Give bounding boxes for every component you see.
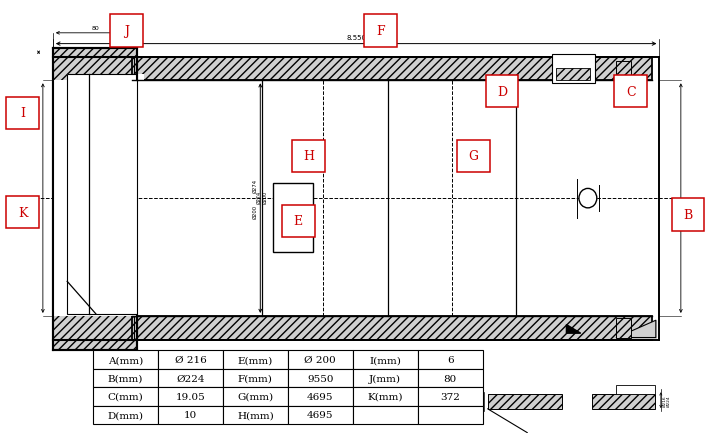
Bar xyxy=(223,406,288,424)
Bar xyxy=(288,387,353,406)
Bar xyxy=(223,351,288,369)
Bar xyxy=(485,76,518,108)
Polygon shape xyxy=(617,320,656,338)
Text: K: K xyxy=(18,206,27,219)
Bar xyxy=(158,369,223,387)
Bar xyxy=(93,369,158,387)
Bar xyxy=(158,406,223,424)
Bar xyxy=(418,369,482,387)
Text: Ø200: Ø200 xyxy=(253,204,258,219)
Text: 9550: 9550 xyxy=(307,374,334,383)
Text: G: G xyxy=(468,150,478,163)
Text: Ø216
Ø224: Ø216 Ø224 xyxy=(662,395,671,406)
Bar xyxy=(353,387,418,406)
Text: B: B xyxy=(684,208,693,221)
Text: 372: 372 xyxy=(34,194,39,204)
Text: F(mm): F(mm) xyxy=(238,374,273,383)
Bar xyxy=(592,394,655,409)
Text: E: E xyxy=(294,215,303,228)
Bar xyxy=(288,406,353,424)
Text: 10: 10 xyxy=(184,410,197,419)
Text: 6: 6 xyxy=(447,355,454,364)
Bar xyxy=(158,387,223,406)
Bar xyxy=(273,184,312,253)
Bar xyxy=(617,318,631,338)
Text: Ø274
Ø200: Ø274 Ø200 xyxy=(257,190,268,203)
Bar xyxy=(288,351,353,369)
Text: 80: 80 xyxy=(91,26,99,31)
Bar xyxy=(418,387,482,406)
Bar xyxy=(292,141,325,173)
Text: D: D xyxy=(497,85,507,99)
Text: H: H xyxy=(304,150,314,163)
Text: I: I xyxy=(20,107,25,120)
Bar xyxy=(281,205,314,237)
Text: D(mm): D(mm) xyxy=(108,410,144,419)
Bar xyxy=(6,197,39,229)
Bar xyxy=(131,81,652,316)
Text: E(mm): E(mm) xyxy=(238,355,273,364)
Bar xyxy=(488,394,561,409)
Text: H(mm): H(mm) xyxy=(237,410,274,419)
Bar xyxy=(223,387,288,406)
Text: 80: 80 xyxy=(444,374,457,383)
Text: A(mm): A(mm) xyxy=(108,355,143,364)
Bar xyxy=(353,406,418,424)
Bar xyxy=(671,199,704,231)
Bar xyxy=(556,69,590,81)
Text: G(mm): G(mm) xyxy=(237,392,274,401)
Text: Ø 216: Ø 216 xyxy=(174,355,206,364)
Bar xyxy=(110,15,143,48)
Bar xyxy=(134,57,136,81)
Bar xyxy=(552,55,595,83)
Text: J: J xyxy=(124,25,129,38)
Text: C(mm): C(mm) xyxy=(108,392,144,401)
Bar xyxy=(67,75,137,314)
Bar xyxy=(364,15,397,48)
Bar xyxy=(131,316,652,340)
Bar xyxy=(288,369,353,387)
Text: Ø 200: Ø 200 xyxy=(304,355,336,364)
Bar xyxy=(93,406,158,424)
Text: 372: 372 xyxy=(440,392,460,401)
Text: I(mm): I(mm) xyxy=(369,355,401,364)
Text: 4695: 4695 xyxy=(307,410,334,419)
Bar xyxy=(223,369,288,387)
Bar xyxy=(418,351,482,369)
Bar xyxy=(616,385,655,394)
Bar xyxy=(158,351,223,369)
Bar xyxy=(134,316,136,340)
Text: 4695: 4695 xyxy=(307,392,334,401)
Bar xyxy=(353,351,418,369)
Polygon shape xyxy=(567,325,581,333)
Text: F: F xyxy=(376,25,385,38)
Text: Ø274: Ø274 xyxy=(253,179,258,193)
Text: 8.550: 8.550 xyxy=(346,35,366,41)
Bar xyxy=(418,406,482,424)
Bar xyxy=(93,351,158,369)
Bar xyxy=(131,57,652,81)
Bar xyxy=(457,141,490,173)
Text: Ø224: Ø224 xyxy=(176,374,205,383)
Ellipse shape xyxy=(579,189,597,208)
Bar xyxy=(353,369,418,387)
Bar xyxy=(53,81,137,316)
Bar xyxy=(6,97,39,130)
Bar xyxy=(617,62,631,81)
Text: C: C xyxy=(626,85,635,99)
Bar xyxy=(615,76,647,108)
Text: J(mm): J(mm) xyxy=(369,374,401,383)
Text: 19.05: 19.05 xyxy=(175,392,205,401)
Bar xyxy=(93,387,158,406)
Bar xyxy=(67,75,144,314)
Bar xyxy=(53,49,137,351)
Text: K(mm): K(mm) xyxy=(368,392,403,401)
Text: B(mm): B(mm) xyxy=(108,374,143,383)
